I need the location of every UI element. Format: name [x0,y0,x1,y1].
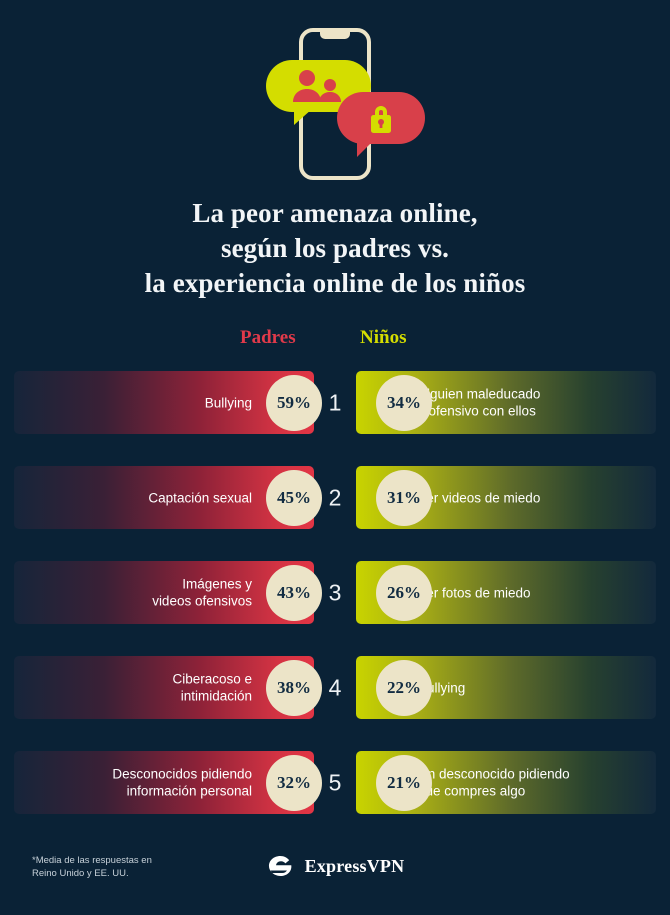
page-title: La peor amenaza online, según los padres… [0,196,670,301]
parent-bar: Imágenes y videos ofensivos [14,561,314,625]
rank-number: 4 [328,674,342,701]
column-header-kids: Niños [360,327,407,349]
expressvpn-logo-icon [268,856,292,876]
kid-bar-label: Ver videos de miedo [418,490,541,506]
parent-bar: Ciberacoso e intimidación [14,656,314,720]
footnote: *Media de las respuestas en Reino Unido y… [32,855,152,879]
lock-icon [371,106,391,133]
parent-bar-label: Desconocidos pidiendo información persona… [112,766,252,799]
comparison-rows: Bullying Alguien maleducado y ofensivo con… [0,371,670,815]
footer: *Media de las respuestas en Reino Unido y… [0,851,670,897]
parent-bar-label: Ciberacoso e intimidación [172,671,252,704]
parent-percentage-badge: 59% [266,374,322,431]
parent-percentage-badge: 38% [266,659,322,716]
kid-percentage-badge: 34% [376,374,432,431]
speech-bubble-red [337,92,425,157]
rank-number: 1 [328,389,342,416]
rank-number: 3 [328,579,342,606]
parent-bar: Captación sexual [14,466,314,530]
title-line-2: según los padres vs. [220,233,450,264]
kid-percentage-badge: 22% [376,659,432,716]
column-headers: Padres Niños [0,327,670,371]
parent-percentage-badge: 43% [266,564,322,621]
title-line-1: La peor amenaza online, [192,198,478,228]
kid-percentage-badge: 21% [376,754,432,811]
parent-bar: Desconocidos pidiendo información persona… [14,751,314,815]
comparison-row: Imágenes y videos ofensivos Ver fotos de m… [14,561,656,625]
parent-percentage-badge: 45% [266,469,322,526]
people-icon [293,70,341,102]
bubble-tail [357,141,373,157]
kid-percentage-badge: 26% [376,564,432,621]
bubble-tail [294,109,312,125]
parent-bar-label: Bullying [204,395,252,411]
phone-notch [320,32,350,39]
comparison-row: Ciberacoso e intimidación Bullying 38% 22% 4 [14,656,656,720]
comparison-row: Desconocidos pidiendo información persona… [14,751,656,815]
comparison-row: Captación sexual Ver videos de miedo 45% 31… [14,466,656,530]
brand-logo: ExpressVPN [266,855,405,877]
hero-illustration [0,0,670,190]
parent-bar: Bullying [14,371,314,435]
parent-percentage-badge: 32% [266,754,322,811]
kid-bar-label: Un desconocido pidiendo que compres algo [418,766,570,799]
parent-bar-label: Captación sexual [148,490,252,506]
parent-bar-label: Imágenes y videos ofensivos [152,576,252,609]
kid-bar-label: Ver fotos de miedo [418,585,531,601]
column-header-parents: Padres [240,327,296,349]
rank-number: 5 [328,769,342,796]
kid-bar-label: Alguien maleducado y ofensivo con ellos [418,386,541,419]
kid-percentage-badge: 31% [376,469,432,526]
rank-number: 2 [328,484,342,511]
brand-name: ExpressVPN [304,855,405,876]
comparison-row: Bullying Alguien maleducado y ofensivo con… [14,371,656,435]
title-line-3: la experiencia online de los niños [144,268,526,299]
